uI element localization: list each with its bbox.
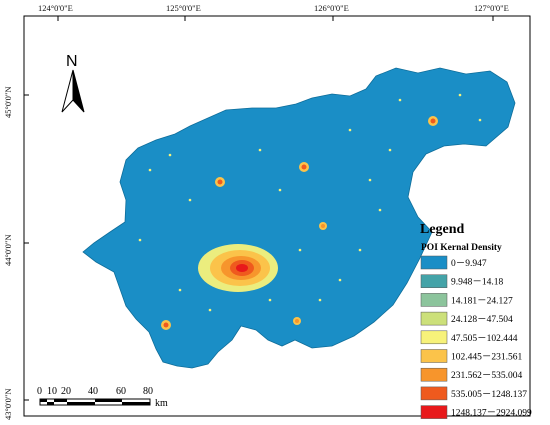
scale-label-20: 20 [61, 386, 71, 397]
legend-label: 9.948－14.18 [451, 278, 504, 288]
legend-swatch [420, 367, 448, 382]
lon-label-126: 126°0'0"E [314, 3, 349, 13]
scale-bar: 0 10 20 40 60 80 km [37, 386, 168, 409]
legend-items: 0－9.947 9.948－14.18 14.181－24.127 24.128－47… [420, 255, 532, 419]
scale-segment-4 [67, 402, 95, 405]
lat-label-45: 45°0'0"N [3, 86, 13, 118]
legend-swatch [420, 349, 448, 363]
legend-swatch [420, 293, 448, 307]
legend-label: 24.128－47.504 [451, 315, 513, 325]
scale-label-60: 60 [116, 386, 126, 397]
left-ticks [24, 94, 29, 401]
scale-segment-1 [40, 399, 47, 402]
legend-title: Legend [420, 222, 465, 237]
legend-swatch [420, 311, 448, 326]
lon-label-125: 125°0'0"E [166, 3, 201, 13]
scale-label-40: 40 [88, 386, 98, 397]
legend: Legend POI Kernal Density 0－9.947 9.948－1… [420, 222, 532, 419]
legend-swatch [420, 274, 448, 288]
north-arrow: N [61, 53, 85, 113]
legend-label: 47.505－102.444 [451, 334, 518, 344]
scale-label-10: 10 [47, 386, 57, 397]
scale-segment-2 [47, 402, 54, 405]
scale-segment-5 [95, 399, 122, 402]
lon-label-127: 127°0'0"E [474, 3, 509, 13]
scale-label-80: 80 [143, 386, 153, 397]
legend-swatch [420, 330, 448, 345]
scale-segment-6 [122, 402, 150, 405]
legend-swatch [420, 405, 448, 419]
legend-swatch [420, 255, 448, 270]
legend-label: 1248.137－2924.099 [451, 409, 532, 419]
north-arrow-right-half [72, 69, 85, 113]
legend-label: 14.181－24.127 [451, 296, 513, 306]
north-label: N [66, 53, 78, 70]
lat-label-44: 44°0'0"N [3, 234, 13, 266]
scale-label-0: 0 [37, 386, 42, 397]
legend-subtitle: POI Kernal Density [421, 243, 502, 253]
legend-label: 0－9.947 [451, 259, 487, 269]
scale-segment-3 [54, 399, 67, 402]
legend-swatch [420, 386, 448, 401]
density-hotspots [138, 93, 482, 330]
legend-label: 231.562－535.004 [451, 371, 523, 381]
region-polygon [82, 67, 516, 369]
legend-label: 535.005－1248.137 [451, 390, 527, 400]
scale-unit: km [155, 398, 168, 409]
legend-label: 102.445－231.561 [451, 353, 523, 363]
top-ticks [57, 16, 494, 21]
lon-label-124: 124°0'0"E [38, 3, 73, 13]
lat-label-43: 43°0'0"N [3, 388, 13, 420]
